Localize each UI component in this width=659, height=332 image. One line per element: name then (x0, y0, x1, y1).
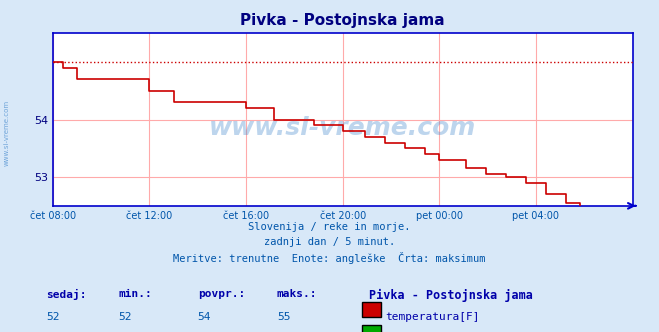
Text: povpr.:: povpr.: (198, 289, 245, 299)
Text: 54: 54 (198, 312, 211, 322)
Text: zadnji dan / 5 minut.: zadnji dan / 5 minut. (264, 237, 395, 247)
Text: 52: 52 (46, 312, 59, 322)
Text: Meritve: trenutne  Enote: angleške  Črta: maksimum: Meritve: trenutne Enote: angleške Črta: … (173, 252, 486, 264)
Text: Slovenija / reke in morje.: Slovenija / reke in morje. (248, 222, 411, 232)
Text: 55: 55 (277, 312, 290, 322)
Text: Pivka - Postojnska jama: Pivka - Postojnska jama (369, 289, 533, 302)
Text: 52: 52 (119, 312, 132, 322)
Text: temperatura[F]: temperatura[F] (386, 312, 480, 322)
Text: www.si-vreme.com: www.si-vreme.com (3, 100, 10, 166)
Text: sedaj:: sedaj: (46, 289, 86, 300)
Text: min.:: min.: (119, 289, 152, 299)
Text: maks.:: maks.: (277, 289, 317, 299)
Title: Pivka - Postojnska jama: Pivka - Postojnska jama (241, 13, 445, 28)
Text: www.si-vreme.com: www.si-vreme.com (209, 116, 476, 140)
